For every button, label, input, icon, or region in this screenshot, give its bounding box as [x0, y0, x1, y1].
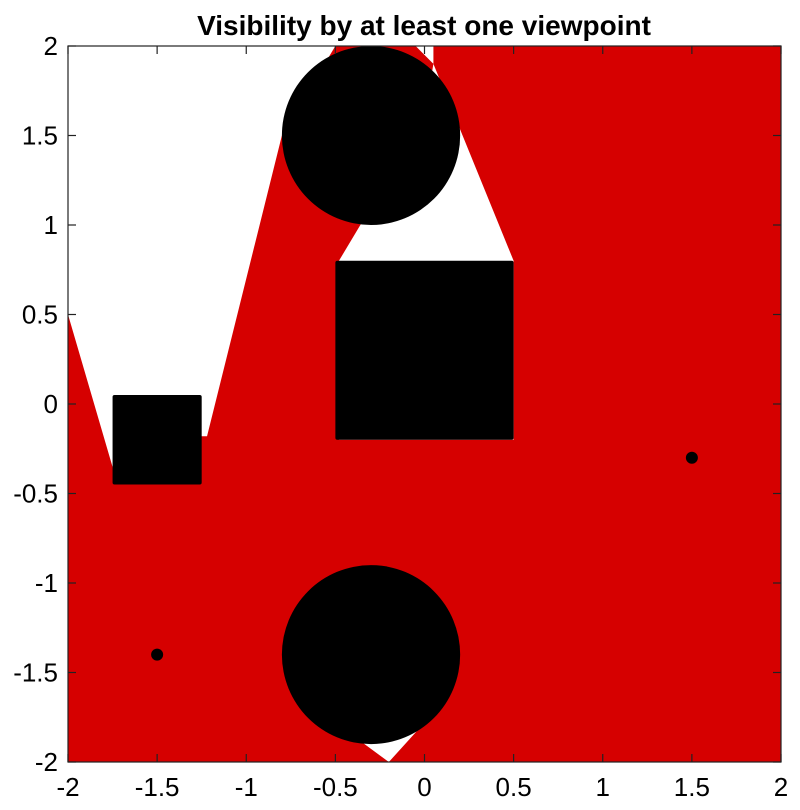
visible-region [68, 46, 781, 762]
obstacle-square-2 [335, 260, 514, 440]
x-tick-label: -0.5 [313, 772, 358, 802]
plot-area [68, 46, 781, 762]
y-tick-label: 0 [44, 389, 58, 419]
y-axis: -2 -1.5 -1 -0.5 0 0.5 1 1.5 2 [13, 31, 781, 777]
y-tick-label: 1 [44, 210, 58, 240]
obstacle-circle-4 [281, 565, 461, 745]
x-tick-label: 0.5 [496, 772, 532, 802]
x-tick-label: 0 [417, 772, 431, 802]
x-tick-label: -2 [56, 772, 79, 802]
x-tick-label: -1 [235, 772, 258, 802]
chart-title: Visibility by at least one viewpoint [197, 10, 651, 41]
x-tick-label: -1.5 [135, 772, 180, 802]
x-tick-label: 2 [774, 772, 788, 802]
x-axis: -2 -1.5 -1 -0.5 0 0.5 1 1.5 2 [56, 46, 788, 802]
obstacles [112, 46, 514, 745]
y-tick-label: -1 [35, 568, 58, 598]
y-tick-label: 2 [44, 31, 58, 61]
x-tick-label: 1.5 [674, 772, 710, 802]
y-tick-label: -0.5 [13, 479, 58, 509]
y-tick-label: 1.5 [22, 121, 58, 151]
obstacle-square-3 [112, 395, 202, 485]
y-tick-label: -2 [35, 747, 58, 777]
viewpoint-2 [151, 648, 164, 661]
viewpoint-1 [685, 451, 698, 464]
x-tick-label: 1 [596, 772, 610, 802]
viewpoints [151, 451, 698, 661]
y-tick-label: 0.5 [22, 300, 58, 330]
y-tick-label: -1.5 [13, 658, 58, 688]
obstacle-circle-1 [281, 46, 461, 225]
